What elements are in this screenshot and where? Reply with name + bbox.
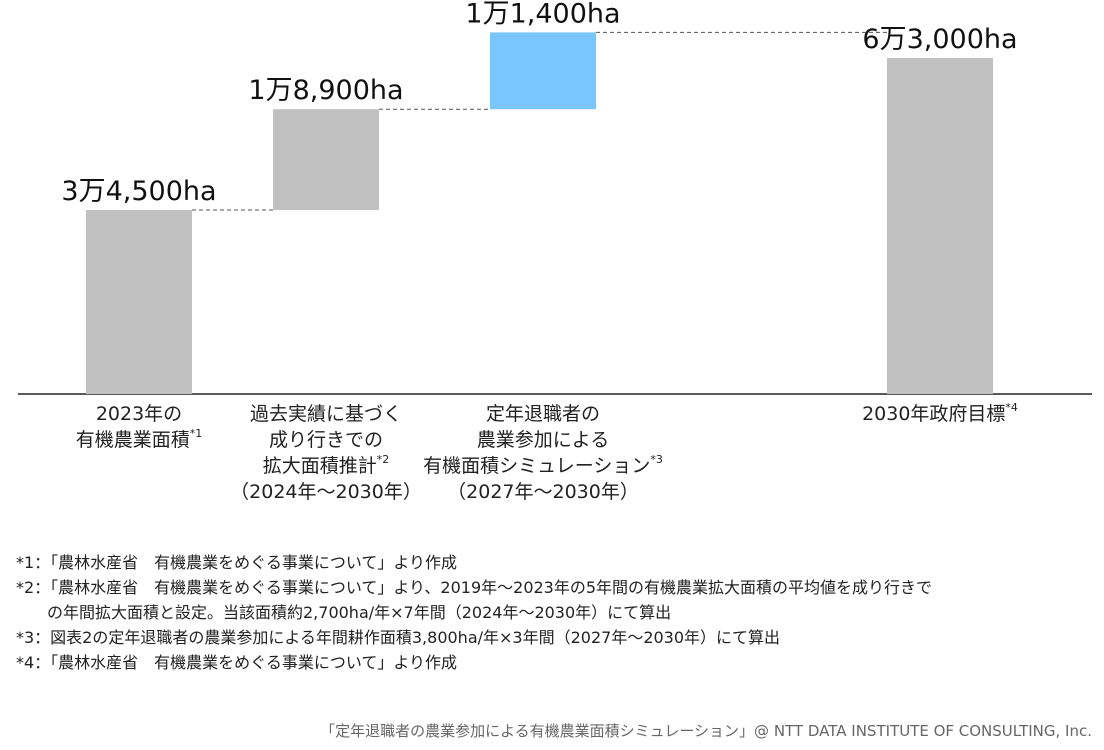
footnote-line: *1：「農林水産省 有機農業をめぐる事業について」より作成 <box>16 553 458 572</box>
footnote-line: の年間拡大面積と設定。当該面積約2,700ha/年×7年間（2024年～2030… <box>47 603 672 622</box>
bar-base-0 <box>86 210 192 394</box>
footnote-marker: *3 <box>650 453 663 466</box>
footnotes: *1：「農林水産省 有機農業をめぐる事業について」より作成 *2：「農林水産省 有… <box>16 550 932 675</box>
category-label-line: 有機農業面積*1 <box>75 427 203 451</box>
bar-value-label-0: 3万4,500ha <box>61 176 216 207</box>
category-label-line: 過去実績に基づく <box>249 403 402 425</box>
source-credit: 「定年退職者の農業参加による有機農業面積シミュレーション」@ NTT DATA … <box>320 722 1092 740</box>
category-label-line: 定年退職者の <box>485 403 600 425</box>
category-label-line: 農業参加による <box>476 429 610 451</box>
bar-value-label-1: 1万8,900ha <box>248 75 403 106</box>
bar-total-3 <box>887 58 993 394</box>
category-label-line: 2023年の <box>95 403 183 425</box>
bar-value-label-3: 6万3,000ha <box>862 24 1017 55</box>
footnote-marker: *4 <box>1005 401 1018 414</box>
footnote-marker: *2 <box>376 453 390 466</box>
category-label-1: 過去実績に基づく 成り行きでの 拡大面積推計*2 （2024年～2030年） <box>176 401 476 505</box>
footnote-line: *2：「農林水産省 有機農業をめぐる事業について」より、2019年～2023年の… <box>16 578 933 597</box>
category-label-line: 2030年政府目標*4 <box>862 401 1018 425</box>
category-label-line: （2027年～2030年） <box>447 481 639 503</box>
bar-increment-2 <box>490 32 596 110</box>
category-label-3: 2030年政府目標*4 <box>790 401 1090 427</box>
category-label-0: 2023年の 有機農業面積*1 <box>0 401 289 453</box>
bar-value-label-2: 1万1,400ha <box>465 0 620 29</box>
footnote-line: *4：「農林水産省 有機農業をめぐる事業について」より作成 <box>16 653 458 672</box>
category-label-line: 拡大面積推計*2 <box>262 453 390 477</box>
category-label-line: 成り行きでの <box>268 429 383 451</box>
waterfall-chart: 3万4,500ha 1万8,900ha 1万1,400ha 6万3,000ha <box>18 0 1092 395</box>
bar-increment-1 <box>273 109 379 210</box>
category-label-line: 有機面積シミュレーション*3 <box>423 453 663 477</box>
category-label-2: 定年退職者の 農業参加による 有機面積シミュレーション*3 （2027年～2030年） <box>393 401 693 505</box>
footnote-line: *3：図表2の定年退職者の農業参加による年間耕作面積3,800ha/年×3年間（… <box>16 628 781 647</box>
footnote-marker: *1 <box>189 427 203 440</box>
category-label-line: （2024年～2030年） <box>230 481 422 503</box>
